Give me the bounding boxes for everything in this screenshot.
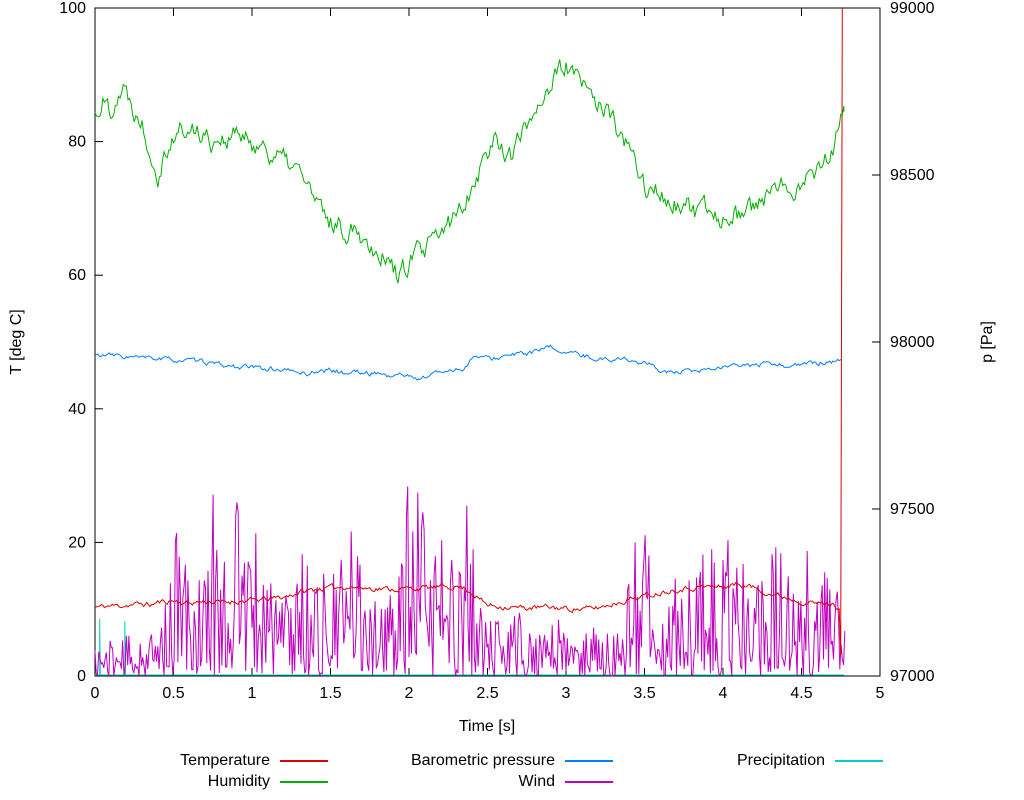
x-axis-title: Time [s]: [458, 718, 516, 735]
legend-line-precipitation: [835, 759, 883, 762]
svg-text:3: 3: [562, 685, 571, 702]
svg-text:4.5: 4.5: [790, 685, 812, 702]
svg-text:60: 60: [68, 267, 86, 284]
svg-text:0.5: 0.5: [162, 685, 184, 702]
svg-text:1: 1: [248, 685, 257, 702]
legend-label-barometric-pressure: Barometric pressure: [410, 751, 555, 769]
legend-item-barometric-pressure: Barometric pressure: [340, 750, 625, 771]
svg-text:100: 100: [59, 0, 86, 17]
legend-row-2: Humidity Wind: [0, 771, 1024, 792]
y-right-axis-title: p [Pa]: [979, 321, 996, 363]
svg-text:3.5: 3.5: [633, 685, 655, 702]
svg-text:0: 0: [91, 685, 100, 702]
svg-text:2.5: 2.5: [476, 685, 498, 702]
svg-text:1.5: 1.5: [319, 685, 341, 702]
legend-item-wind: Wind: [340, 771, 625, 792]
legend-line-humidity: [280, 780, 328, 783]
svg-text:2: 2: [405, 685, 414, 702]
y-left-axis-title: T [deg C]: [8, 309, 25, 375]
legend-label-humidity: Humidity: [207, 772, 270, 790]
legend-item-humidity: Humidity: [0, 771, 340, 792]
legend: Temperature Barometric pressure Precipit…: [0, 750, 1024, 792]
svg-text:4: 4: [719, 685, 728, 702]
legend-label-wind: Wind: [518, 772, 555, 790]
svg-text:80: 80: [68, 134, 86, 151]
svg-text:97000: 97000: [890, 668, 935, 685]
legend-label-precipitation: Precipitation: [736, 751, 825, 769]
legend-line-temperature: [280, 759, 328, 762]
legend-label-temperature: Temperature: [180, 751, 270, 769]
svg-text:99000: 99000: [890, 0, 935, 17]
svg-text:97500: 97500: [890, 501, 935, 518]
legend-row-1: Temperature Barometric pressure Precipit…: [0, 750, 1024, 771]
svg-text:40: 40: [68, 401, 86, 418]
svg-text:98500: 98500: [890, 167, 935, 184]
svg-text:0: 0: [77, 668, 86, 685]
legend-item-temperature: Temperature: [0, 750, 340, 771]
svg-text:98000: 98000: [890, 334, 935, 351]
legend-item-precipitation: Precipitation: [625, 750, 895, 771]
svg-text:5: 5: [876, 685, 885, 702]
legend-line-wind: [565, 780, 613, 783]
svg-text:20: 20: [68, 534, 86, 551]
legend-line-barometric-pressure: [565, 759, 613, 762]
